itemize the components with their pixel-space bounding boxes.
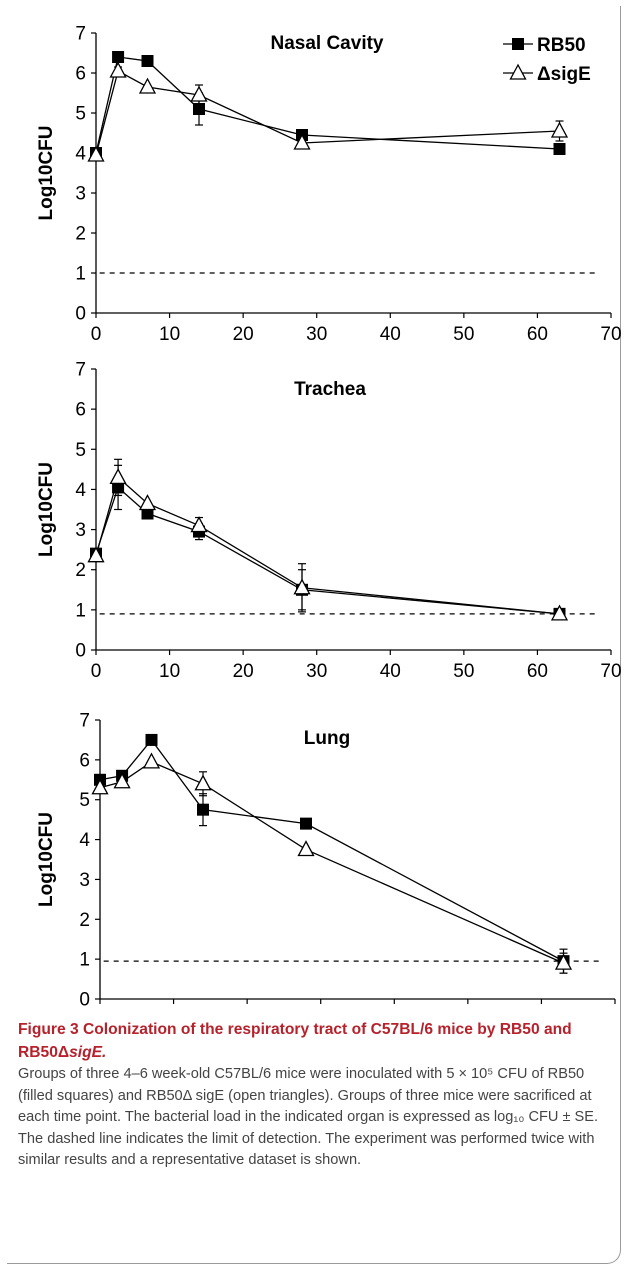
- y-tick-label: 7: [79, 711, 90, 732]
- figure-frame: [7, 6, 621, 1264]
- y-tick-label: 4: [75, 144, 86, 165]
- rb50-point: [141, 55, 154, 67]
- x-tick-label: 40: [380, 324, 401, 345]
- rb50-point: [553, 143, 566, 155]
- y-tick-label: 5: [75, 440, 86, 461]
- figure-caption: Figure 3 Colonization of the respiratory…: [18, 1018, 610, 1172]
- x-tick-label: 50: [453, 324, 474, 345]
- y-tick-label: 0: [79, 990, 90, 1011]
- rb50-point: [193, 103, 205, 115]
- y-tick-label: 2: [75, 560, 86, 581]
- y-tick-label: 2: [75, 224, 86, 245]
- sige-point: [142, 752, 161, 769]
- y-axis-label: Log10CFU: [36, 462, 57, 557]
- sige-point: [109, 468, 127, 485]
- rb50-point: [141, 507, 154, 520]
- chart-title: Lung: [304, 728, 350, 749]
- x-tick-label: 30: [306, 324, 327, 345]
- y-tick-label: 0: [75, 641, 86, 662]
- chart-panel-3: 01234567010203040506070Log10CFULung: [36, 711, 616, 1011]
- chart-title: Trachea: [294, 379, 366, 400]
- x-tick-label: 20: [233, 661, 254, 682]
- sige-point: [550, 121, 569, 138]
- y-tick-label: 6: [79, 750, 90, 771]
- y-tick-label: 3: [75, 520, 86, 541]
- y-tick-label: 6: [75, 400, 86, 421]
- x-tick-label: 60: [527, 661, 548, 682]
- sige-point: [138, 494, 157, 511]
- series-line-sige: [95, 70, 560, 156]
- sige-point: [190, 85, 208, 102]
- legend-sige-marker: [509, 63, 527, 80]
- x-tick-label: 10: [159, 661, 180, 682]
- caption-title-italic: sigE.: [69, 1044, 107, 1061]
- series-line-rb50: [99, 738, 564, 962]
- sige-point: [554, 953, 573, 970]
- x-tick-label: 60: [527, 324, 548, 345]
- y-tick-label: 5: [75, 104, 86, 125]
- sige-point: [113, 772, 131, 789]
- rb50-point: [300, 817, 312, 830]
- sige-point: [194, 774, 212, 791]
- x-tick-label: 70: [600, 324, 621, 345]
- y-tick-label: 1: [75, 264, 86, 285]
- x-tick-label: 10: [159, 324, 180, 345]
- sige-point: [138, 77, 157, 94]
- sige-point: [190, 516, 208, 533]
- legend-sige-label: ΔsigE: [537, 64, 591, 85]
- sige-point: [91, 778, 109, 795]
- x-tick-label: 0: [91, 661, 102, 682]
- series-line-rb50: [95, 56, 560, 154]
- y-axis-label: Log10CFU: [36, 126, 57, 221]
- rb50-point: [145, 733, 158, 746]
- sige-point: [109, 61, 127, 78]
- rb50-point: [197, 803, 209, 816]
- x-tick-label: 40: [380, 661, 401, 682]
- y-tick-label: 1: [75, 600, 86, 621]
- y-tick-label: 6: [75, 64, 86, 85]
- y-tick-label: 3: [79, 870, 90, 891]
- y-tick-label: 7: [75, 24, 86, 45]
- caption-title-text: Figure 3 Colonization of the respiratory…: [18, 1021, 572, 1061]
- chart-legend: RB50 ΔsigE: [503, 35, 591, 85]
- chart-title: Nasal Cavity: [270, 33, 383, 54]
- x-tick-label: 50: [453, 661, 474, 682]
- rb50-point: [112, 51, 125, 63]
- y-tick-label: 4: [75, 480, 86, 501]
- sige-point: [550, 604, 569, 621]
- series-line-sige: [95, 476, 560, 615]
- sige-point: [87, 145, 105, 162]
- sige-point: [293, 578, 311, 595]
- y-tick-label: 3: [75, 184, 86, 205]
- y-tick-label: 1: [79, 950, 90, 971]
- y-tick-label: 4: [79, 830, 90, 851]
- sige-point: [297, 840, 315, 857]
- x-tick-label: 70: [600, 661, 621, 682]
- y-tick-label: 2: [79, 910, 90, 931]
- x-tick-label: 20: [233, 324, 254, 345]
- series-line-sige: [99, 761, 564, 964]
- rb50-point: [112, 481, 125, 494]
- caption-body: Groups of three 4–6 week-old C57BL/6 mic…: [18, 1066, 599, 1168]
- sige-point: [293, 133, 311, 150]
- legend-rb50-label: RB50: [537, 35, 586, 56]
- y-tick-label: 7: [75, 360, 86, 381]
- sige-point: [87, 546, 105, 563]
- series-line-rb50: [95, 486, 560, 615]
- caption-title: Figure 3 Colonization of the respiratory…: [18, 1018, 610, 1064]
- y-tick-label: 0: [75, 304, 86, 325]
- y-axis-label: Log10CFU: [36, 812, 57, 907]
- x-tick-label: 30: [306, 661, 327, 682]
- legend-rb50-marker: [512, 38, 524, 50]
- x-tick-label: 0: [91, 324, 102, 345]
- y-tick-label: 5: [79, 790, 90, 811]
